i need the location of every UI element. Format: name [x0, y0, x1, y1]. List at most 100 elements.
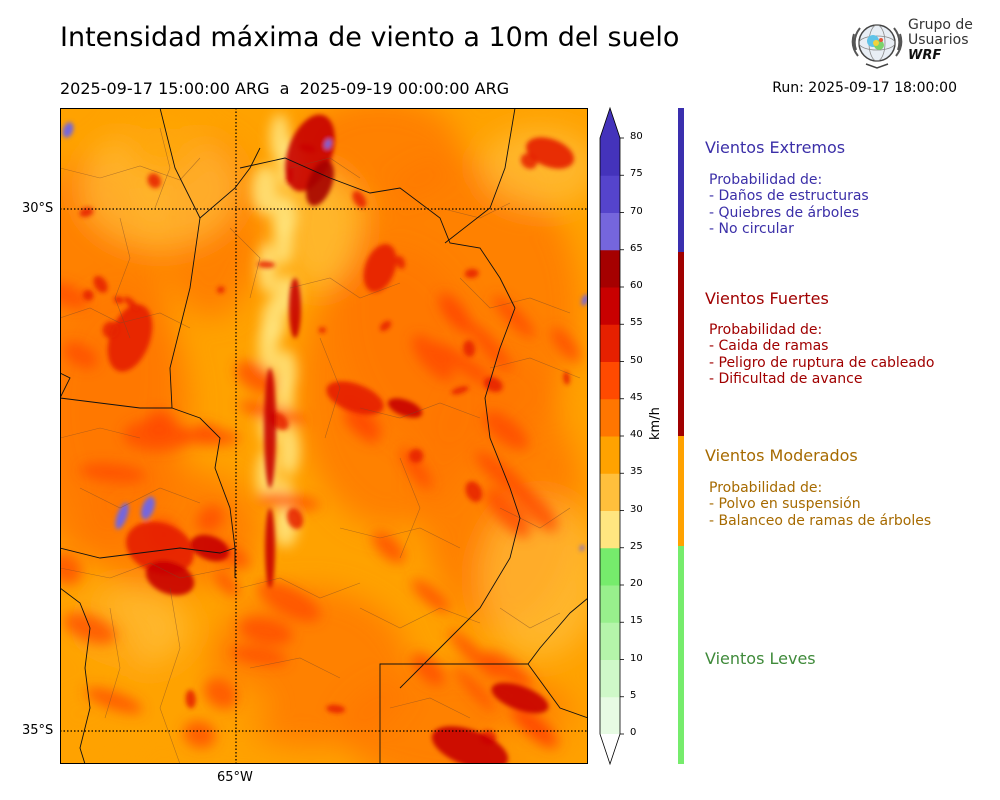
- wind-contour: [278, 424, 300, 476]
- category-moderate-title: Vientos Moderados: [705, 446, 858, 465]
- colorbar-swatch: [600, 361, 620, 400]
- wind-contour: [463, 340, 476, 357]
- wind-contour: [483, 377, 503, 393]
- wind-contour: [150, 678, 270, 738]
- colorbar-min-arrow: [600, 734, 620, 764]
- colorbar-unit: km/h: [648, 407, 663, 440]
- wind-contour: [363, 243, 397, 293]
- severity-bar-light: [678, 546, 684, 764]
- wind-contour: [126, 521, 194, 575]
- severity-bar-moderate: [678, 436, 684, 546]
- colorbar-swatch: [600, 473, 620, 511]
- wind-contour: [343, 412, 379, 444]
- wind-contour: [326, 704, 346, 714]
- category-light-title: Vientos Leves: [705, 649, 816, 668]
- wind-contour: [258, 318, 279, 374]
- colorbar-tick-label: 80: [630, 131, 643, 142]
- wind-contour: [483, 411, 529, 450]
- category-extreme-desc: Probabilidad de: - Daños de estructuras …: [709, 172, 869, 237]
- wind-contour: [579, 545, 585, 551]
- wind-contour: [141, 496, 155, 520]
- map-title: Intensidad máxima de viento a 10m del su…: [60, 22, 680, 53]
- colorbar-tick-label: 60: [630, 280, 643, 291]
- wind-contour: [62, 122, 74, 138]
- desc-line: - Polvo en suspensión: [709, 496, 861, 513]
- wind-contour: [326, 381, 384, 415]
- wind-contour: [256, 492, 321, 511]
- logo-line: Grupo de: [908, 17, 973, 33]
- wind-contour: [265, 508, 275, 588]
- colorbar-tick-label: 5: [630, 689, 637, 701]
- desc-line: Probabilidad de:: [709, 322, 823, 338]
- wind-map: [60, 108, 588, 764]
- wind-contour: [257, 580, 321, 622]
- colorbar-swatch: [600, 436, 620, 474]
- colorbar-swatch: [600, 547, 620, 586]
- desc-line: - Dificultad de avance: [709, 370, 863, 387]
- logo-line: WRF: [908, 48, 942, 63]
- colorbar-tick-label: 65: [630, 242, 643, 254]
- wind-contour: [465, 481, 483, 502]
- wrf-logo: Grupo de Usuarios WRF: [848, 16, 973, 72]
- colorbar-max-arrow: [600, 108, 620, 138]
- wind-contour: [79, 207, 94, 218]
- wind-contour: [289, 278, 301, 338]
- wind-contour: [257, 261, 275, 269]
- wind-contour: [352, 190, 367, 208]
- wind-contour: [431, 726, 509, 764]
- wind-contour: [63, 342, 98, 369]
- category-strong-title: Vientos Fuertes: [705, 289, 829, 308]
- colorbar-swatch: [600, 510, 620, 549]
- wind-field-small: [62, 114, 588, 764]
- wind-contour: [491, 682, 549, 714]
- colorbar-tick-label: 20: [630, 578, 643, 589]
- desc-line: - Peligro de ruptura de cableado: [709, 354, 935, 371]
- globe-icon: [851, 24, 903, 69]
- wind-contour: [492, 295, 535, 339]
- colorbar-tick-label: 75: [630, 168, 643, 180]
- run-time: Run: 2025-09-17 18:00:00: [772, 80, 957, 96]
- wind-contour: [526, 137, 574, 169]
- wind-contour: [120, 108, 200, 178]
- colorbar-swatch: [600, 287, 620, 325]
- wind-contour: [563, 371, 570, 385]
- wind-contour: [60, 282, 89, 309]
- wind-contour: [395, 255, 406, 269]
- wind-contour: [412, 334, 454, 381]
- wind-contour: [300, 248, 480, 528]
- colorbar-swatch: [600, 324, 620, 362]
- wind-contour: [147, 173, 162, 189]
- desc-line: - Quiebres de árboles: [709, 204, 860, 221]
- province-boundaries: [60, 108, 588, 764]
- wind-contour: [372, 531, 405, 564]
- colorbar-tick-label: 55: [630, 317, 643, 329]
- colorbar-tick-label: 15: [630, 615, 643, 627]
- colorbar-swatch: [600, 249, 620, 288]
- colorbar-tick-label: 45: [630, 391, 643, 403]
- wind-contour: [511, 705, 559, 749]
- wind-contour: [264, 368, 276, 488]
- logo-text: Grupo de Usuarios WRF: [908, 17, 973, 64]
- severity-bar-extreme: [678, 108, 684, 252]
- wind-contour: [399, 447, 432, 490]
- wind-contour: [93, 275, 108, 293]
- colorbar-tick-label: 40: [630, 429, 643, 440]
- logo-line: Usuarios: [908, 32, 969, 48]
- desc-line: - Balanceo de ramas de árboles: [709, 512, 932, 529]
- colorbar-tick-label: 0: [630, 727, 637, 738]
- wind-contour: [145, 409, 175, 440]
- desc-line: Probabilidad de:: [709, 172, 823, 188]
- colorbar-swatch: [600, 398, 620, 437]
- wind-contour: [434, 342, 497, 388]
- wind-contour: [85, 687, 143, 714]
- colorbar-swatch: [600, 175, 620, 213]
- wind-contour: [485, 488, 531, 538]
- wind-contour: [251, 164, 279, 216]
- wind-contour: [190, 534, 230, 562]
- wind-contour: [467, 321, 512, 372]
- wind-contour: [82, 289, 94, 301]
- wind-contour: [448, 629, 500, 681]
- wind-contour: [318, 327, 326, 334]
- wind-contour: [196, 505, 224, 533]
- wind-contour: [408, 448, 424, 463]
